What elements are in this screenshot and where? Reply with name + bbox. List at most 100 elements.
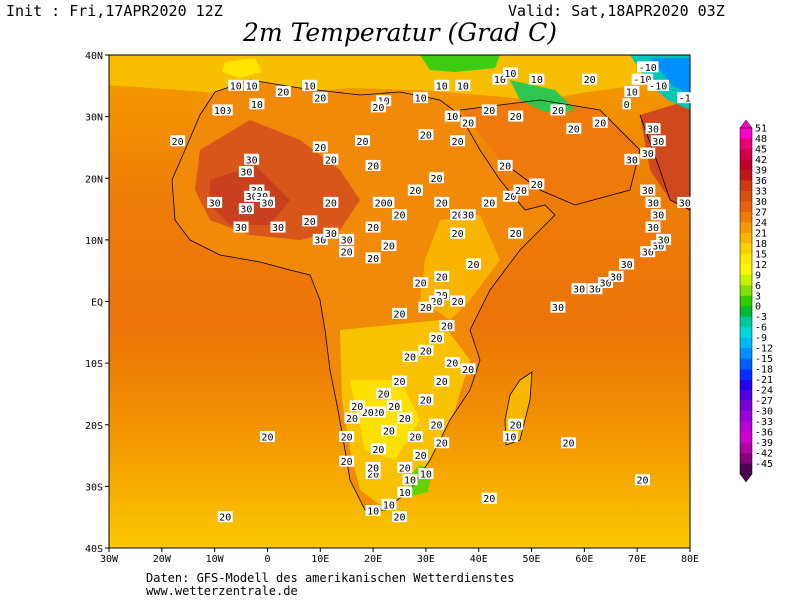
contour-label-bg-94 — [428, 418, 444, 430]
colorbar-label-4: 39 — [755, 165, 767, 176]
contour-label-bg-11 — [455, 79, 471, 91]
contour-label-bg-23 — [566, 122, 582, 134]
contour-label-bg-71 — [434, 289, 450, 301]
colorbar-label-3: 42 — [755, 155, 767, 166]
contour-label-95: 20 — [341, 433, 353, 444]
contour-label-127: 30 — [647, 198, 659, 209]
lon-label-3: 0 — [264, 554, 270, 565]
contour-label-bg-68 — [508, 227, 524, 239]
contour-label-bg-117 — [571, 283, 587, 295]
lon-label-4: 10E — [311, 554, 329, 565]
contour-label-bg-24 — [592, 116, 608, 128]
contour-label-45: 30 — [272, 223, 284, 234]
contour-label-bg-31 — [238, 166, 254, 178]
contour-label-53: 20 — [436, 198, 448, 209]
contour-label-bg-28 — [170, 135, 186, 147]
colorbar-label-21: -12 — [755, 344, 773, 355]
contour-label-47: 20 — [325, 198, 337, 209]
colorbar-label-25: -24 — [755, 386, 773, 397]
contour-labels: 1010201020101010101010101010102001010202… — [170, 61, 693, 524]
contour-label-72: 20 — [430, 297, 442, 308]
contour-label-bg-74 — [418, 301, 434, 313]
colorbar-swatch-24 — [740, 379, 752, 391]
contour-label-bg-100 — [365, 468, 381, 480]
contour-label-bg-76 — [439, 320, 455, 332]
kalahari-yellow — [350, 380, 420, 460]
contour-label-100: 20 — [367, 470, 379, 481]
contour-label-67: 20 — [467, 260, 479, 271]
contour-label-bg-128 — [640, 184, 656, 196]
contour-label-60: 30 — [314, 235, 326, 246]
contour-label-bg-49 — [392, 209, 407, 221]
contour-label-bg-85 — [418, 394, 434, 406]
contour-label-bg-57 — [502, 190, 518, 202]
coastline-1 — [504, 371, 533, 446]
lat-label-6: 20S — [85, 421, 103, 432]
lat-label-0: 40N — [85, 51, 103, 62]
contour-label-57: 20 — [504, 192, 516, 203]
contour-label-88: 20 — [362, 408, 374, 419]
contour-label-9: 10 — [415, 94, 427, 105]
contour-label-bg-0 — [228, 79, 244, 91]
colorbar-label-31: -42 — [755, 449, 773, 460]
contour-label-bg-5 — [249, 98, 265, 110]
colorbar-label-6: 33 — [755, 186, 767, 197]
contour-label-76: 20 — [441, 322, 453, 333]
contour-label-35: 20 — [420, 131, 432, 142]
colorbar: 51484542393633302724211815129630-3-6-9-1… — [739, 119, 773, 483]
contour-label-59: 20 — [531, 180, 543, 191]
contour-label-bg-2 — [275, 85, 291, 97]
colorbar-label-15: 6 — [755, 281, 761, 292]
contour-label-bg-21 — [508, 110, 524, 122]
contour-label-36: 20 — [452, 137, 464, 148]
coastline-2 — [459, 99, 641, 206]
contour-label-bg-35 — [418, 129, 434, 141]
contour-label-bg-27 — [640, 147, 656, 159]
contour-label-107: 10 — [367, 507, 379, 518]
contour-label-3: 10 — [304, 81, 316, 92]
colorbar-swatch-5 — [740, 180, 752, 192]
contour-label-12: 10 — [494, 75, 506, 86]
contour-label-51: 20 — [409, 186, 421, 197]
contour-label-bg-55 — [460, 209, 476, 221]
contour-label-bg-18 — [444, 110, 460, 122]
colorbar-swatch-8 — [740, 211, 752, 223]
contour-label-bg-46 — [302, 215, 318, 227]
contour-label-bg-54 — [450, 209, 466, 221]
contour-label-93: 20 — [409, 433, 421, 444]
contour-label-18: 10 — [446, 112, 458, 123]
contour-label-bg-96 — [370, 443, 386, 455]
contour-label-97: 20 — [415, 451, 427, 462]
contour-label-81: 20 — [462, 365, 474, 376]
colorbar-label-16: 3 — [755, 291, 761, 302]
contour-label-bg-13 — [502, 67, 518, 79]
contour-label-bg-12 — [492, 73, 508, 85]
contour-label-bg-129 — [677, 196, 693, 208]
contour-label-bg-44 — [259, 196, 275, 208]
contour-label-bg-90 — [349, 400, 365, 412]
data-credit: Daten: GFS-Modell des amerikanischen Wet… — [146, 571, 515, 585]
contour-label-bg-124 — [656, 233, 672, 245]
contour-label-bg-106 — [381, 498, 397, 510]
contour-label-bg-79 — [402, 350, 418, 362]
colorbar-label-22: -15 — [755, 354, 773, 365]
contour-label-bg-120 — [608, 270, 624, 282]
turkey-green — [420, 55, 500, 72]
contour-label-bg-36 — [450, 135, 466, 147]
cold-contour-label-bg-3 — [677, 92, 693, 104]
contour-label-bg-47 — [323, 196, 339, 208]
contour-label-bg-91 — [397, 412, 413, 424]
contour-label-68: 20 — [510, 229, 522, 240]
colorbar-label-12: 15 — [755, 249, 767, 260]
lon-label-7: 40E — [470, 554, 488, 565]
contour-label-bg-87 — [370, 406, 386, 418]
contour-label-120: 30 — [610, 272, 622, 283]
contour-label-bg-99 — [397, 461, 413, 473]
contour-label-bg-95 — [339, 431, 355, 443]
contour-label-bg-65 — [381, 240, 397, 252]
website-credit: www.wetterzentrale.de — [146, 584, 298, 598]
contour-label-bg-123 — [650, 240, 666, 252]
contour-label-101: 20 — [341, 457, 353, 468]
contour-label-bg-77 — [428, 332, 444, 344]
